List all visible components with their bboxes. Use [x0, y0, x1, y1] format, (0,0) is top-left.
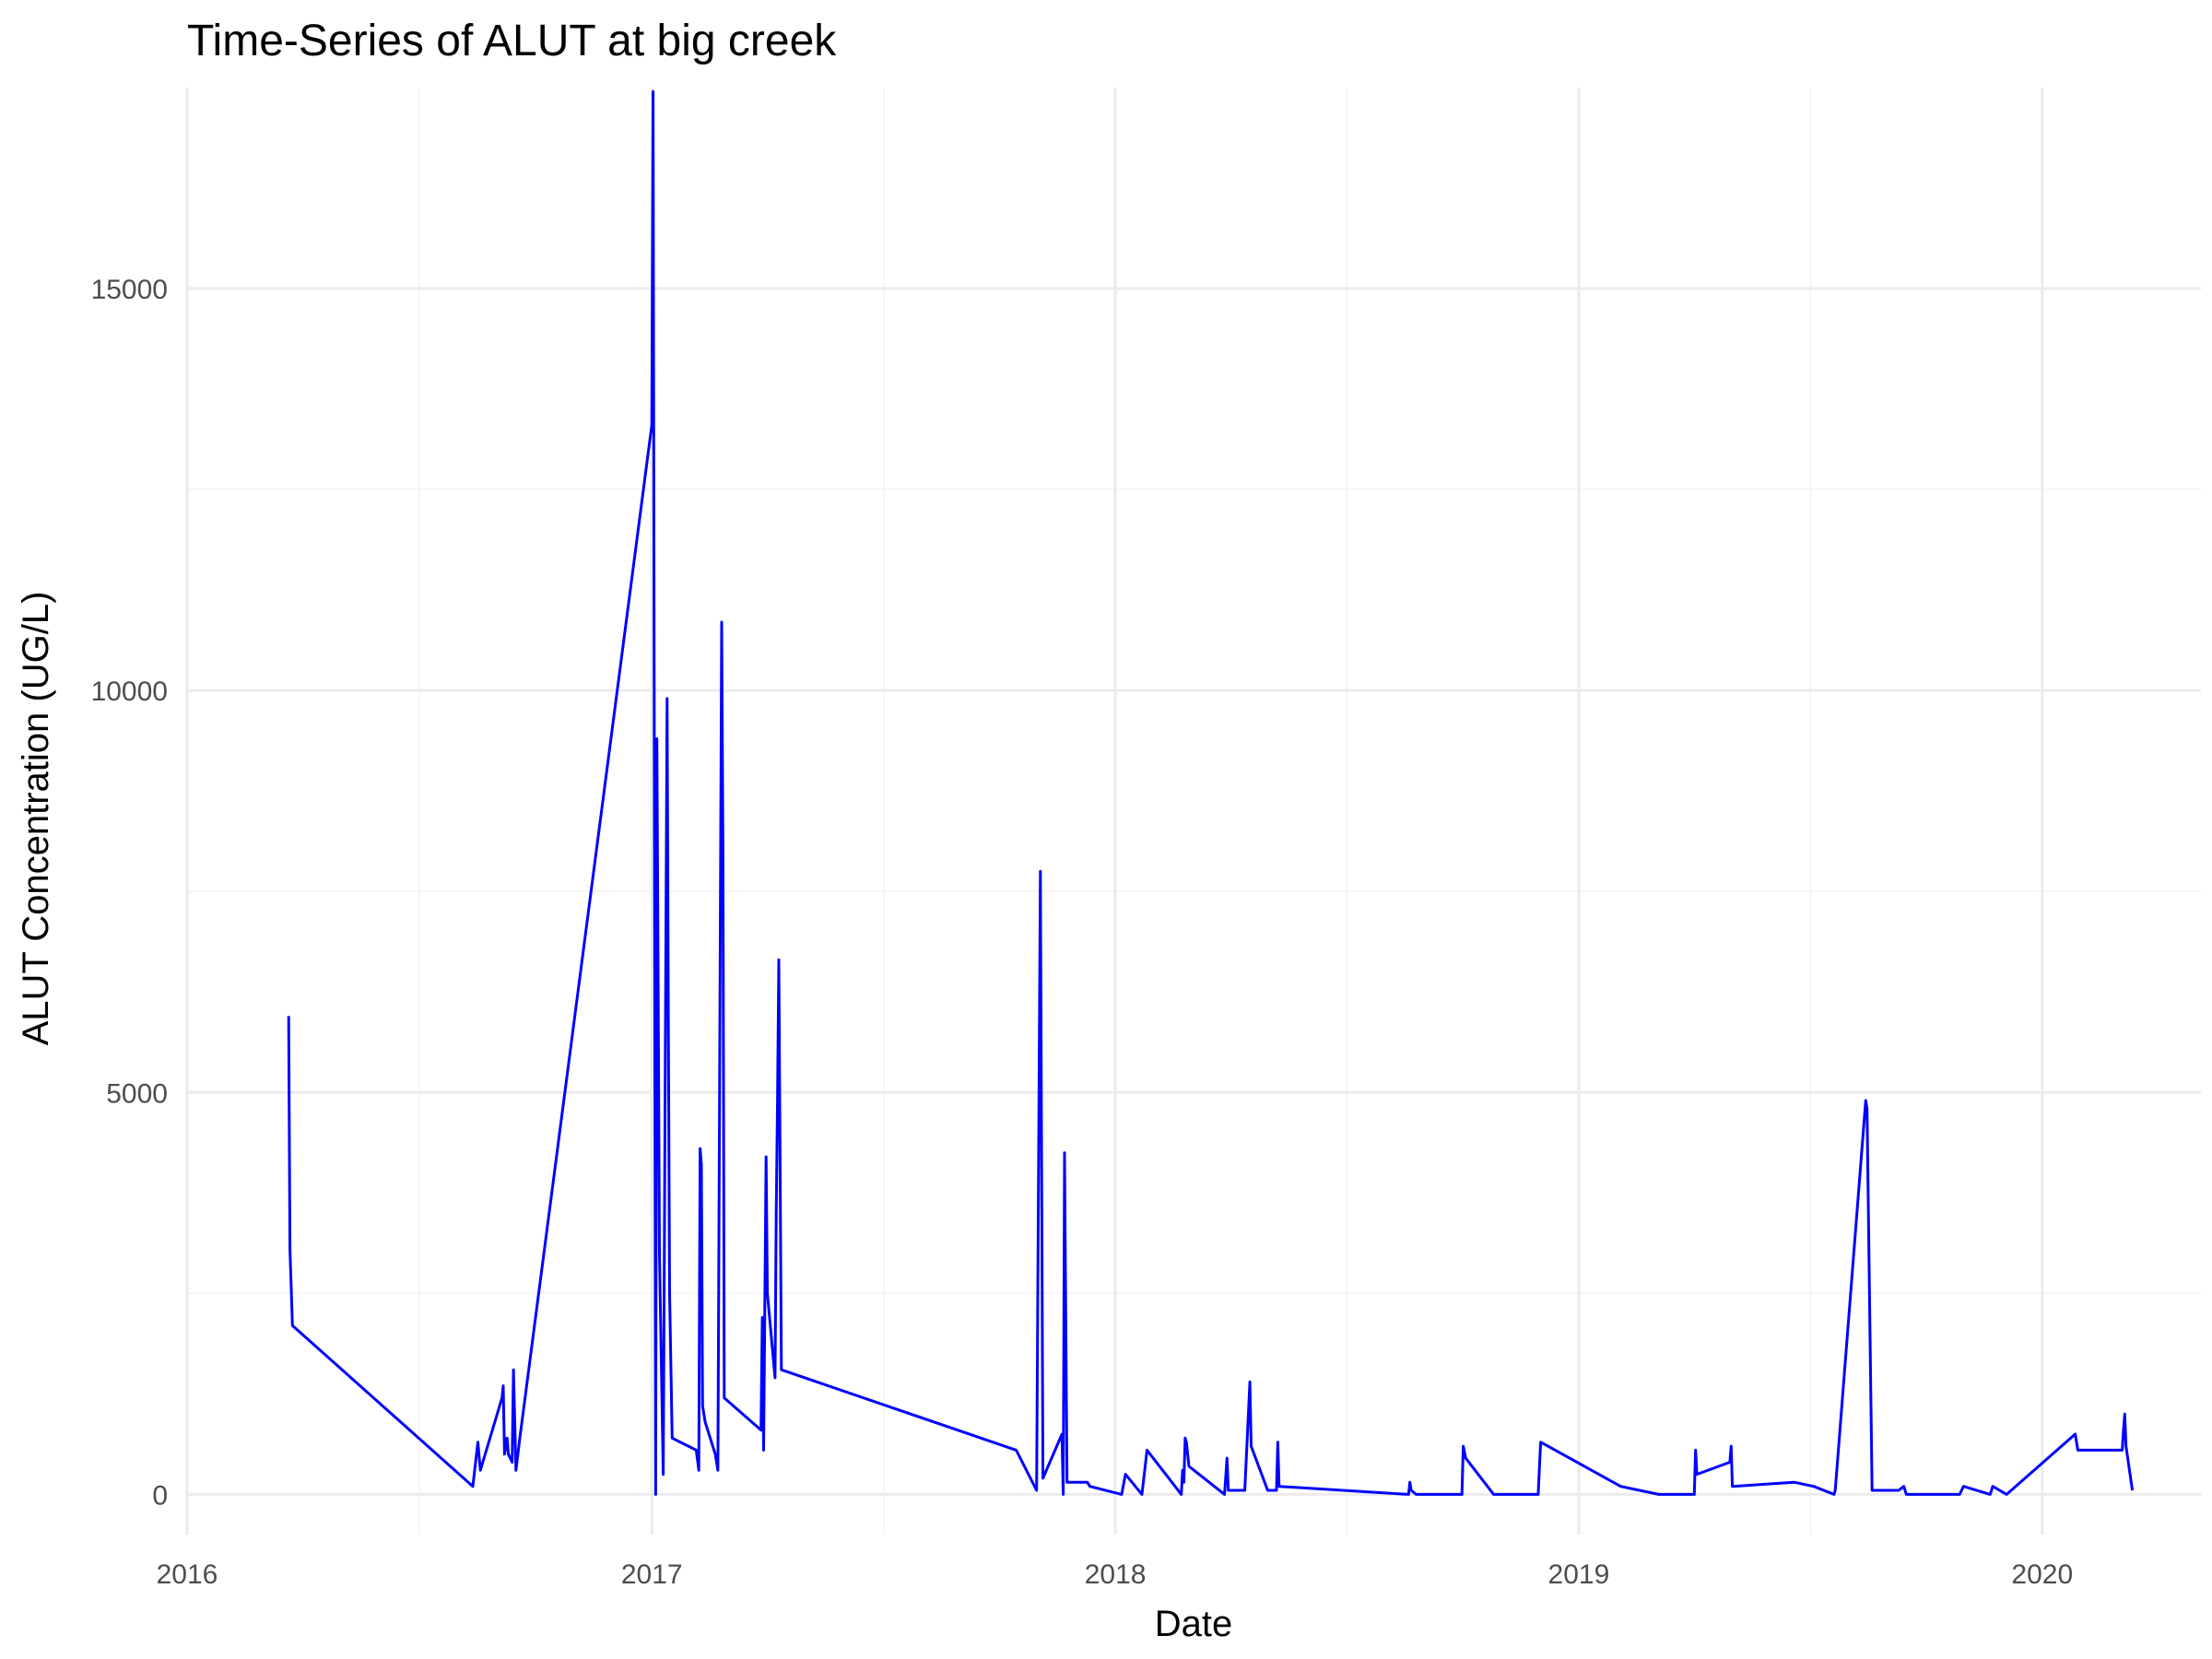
x-tick-label: 2016	[157, 1559, 218, 1590]
series-line	[287, 89, 2135, 1496]
series-layer	[287, 89, 2135, 1496]
x-tick-label: 2017	[621, 1559, 683, 1590]
y-tick-label: 5000	[106, 1078, 168, 1109]
minor-gridlines	[187, 88, 2201, 1535]
chart-title: Time-Series of ALUT at big creek	[187, 17, 837, 65]
y-tick-label: 10000	[91, 677, 168, 707]
major-gridlines	[185, 88, 2201, 1535]
x-axis-tick-labels: 2016 2017 2018 2019 2020	[157, 1559, 2074, 1590]
x-tick-label: 2020	[2011, 1559, 2073, 1590]
y-tick-label: 0	[152, 1480, 168, 1511]
y-tick-label: 15000	[91, 275, 168, 305]
x-axis-title: Date	[1155, 1604, 1233, 1644]
x-tick-label: 2019	[1548, 1559, 1610, 1590]
y-axis-title: ALUT Concentration (UG/L)	[16, 592, 56, 1046]
x-tick-label: 2018	[1085, 1559, 1147, 1590]
y-axis-tick-labels: 0 5000 10000 15000	[91, 275, 168, 1511]
